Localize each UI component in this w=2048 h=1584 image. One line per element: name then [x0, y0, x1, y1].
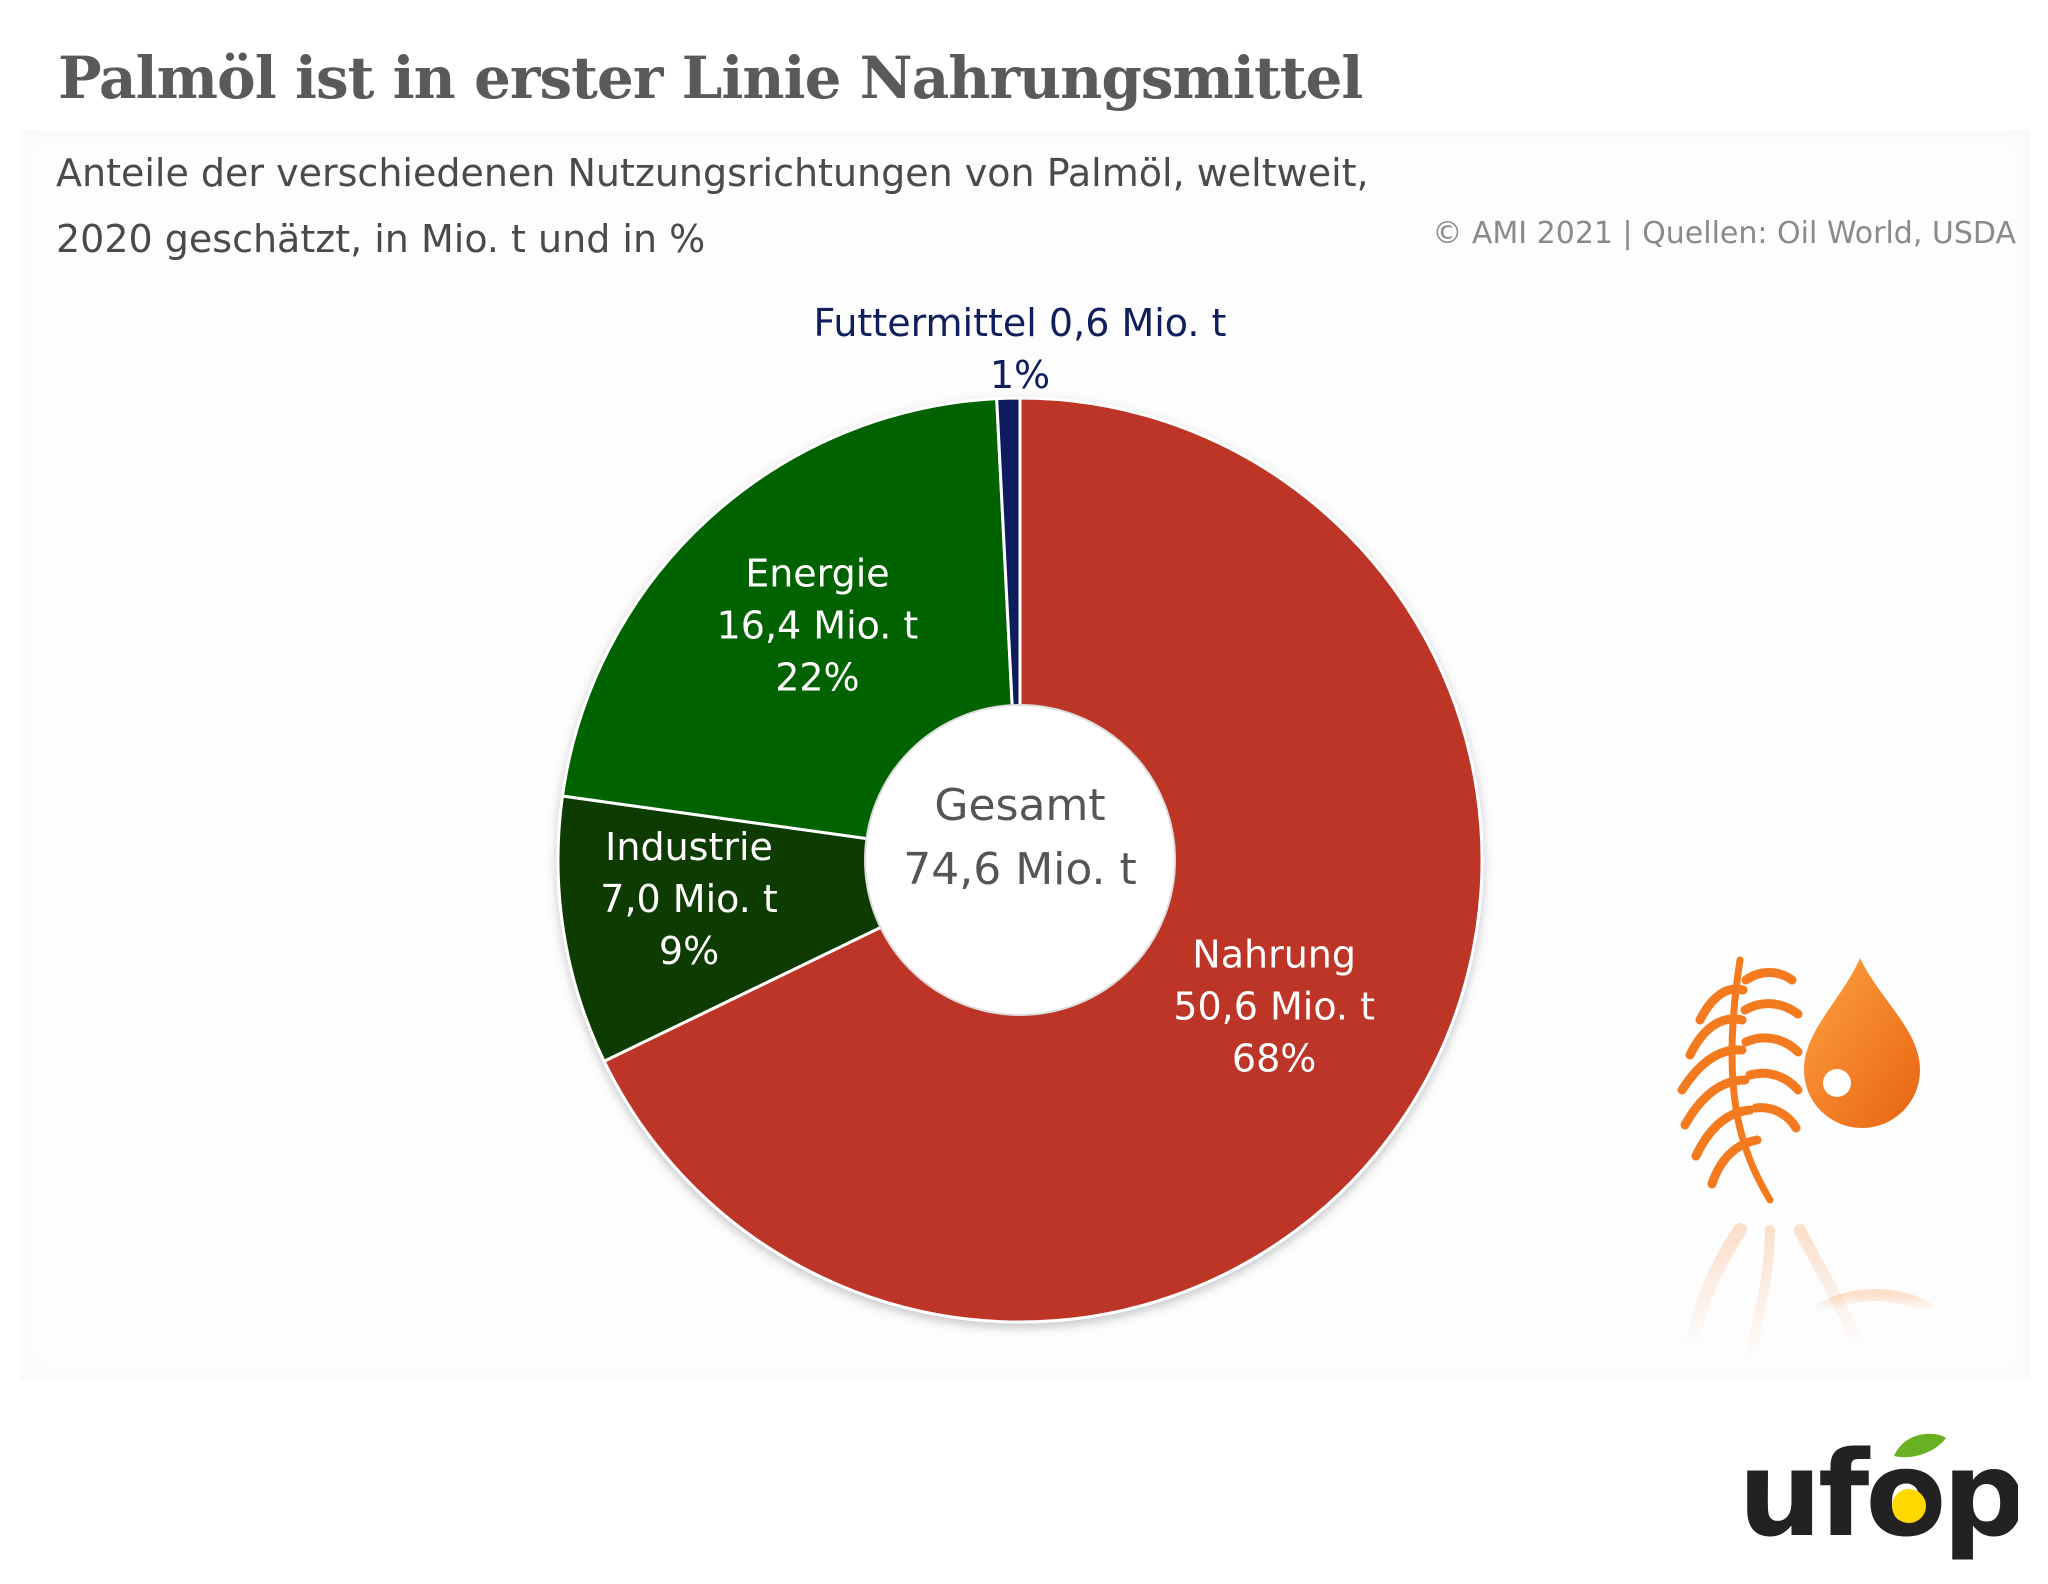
label-nahrung: Nahrung 50,6 Mio. t 68% [1173, 932, 1375, 1080]
center-label-title: Gesamt [934, 780, 1105, 831]
label-energie: Energie 16,4 Mio. t 22% [717, 552, 919, 700]
label-futtermittel: Futtermittel 0,6 Mio. t 1% [814, 301, 1227, 397]
slice-energie [560, 397, 1022, 862]
logo-yellow-dot [1892, 1489, 1926, 1523]
subtitle-line-1: Anteile der verschiedenen Nutzungsrichtu… [56, 151, 1369, 195]
donut-hole [864, 704, 1176, 1016]
oil-drop-icon [1804, 958, 1920, 1128]
palm-oil-illustration [1677, 956, 1936, 1365]
ufop-logo: ufop [1738, 1420, 2027, 1570]
logo-leaf-icon [1894, 1433, 1946, 1458]
center-label-total: 74,6 Mio. t [903, 844, 1137, 895]
reflection [1683, 1223, 1936, 1365]
label-industrie: Industrie 7,0 Mio. t 9% [600, 825, 778, 973]
source-credit: © AMI 2021 | Quellen: Oil World, USDA [1432, 216, 2016, 251]
subtitle-line-2: 2020 geschätzt, in Mio. t und in % [56, 217, 706, 261]
page-title: Palmöl ist in erster Linie Nahrungsmitte… [58, 44, 1363, 112]
subtitle: Anteile der verschiedenen Nutzungsrichtu… [56, 140, 1456, 272]
palm-leaf-icon [1677, 956, 1803, 1204]
logo-text: ufop [1738, 1425, 2018, 1563]
